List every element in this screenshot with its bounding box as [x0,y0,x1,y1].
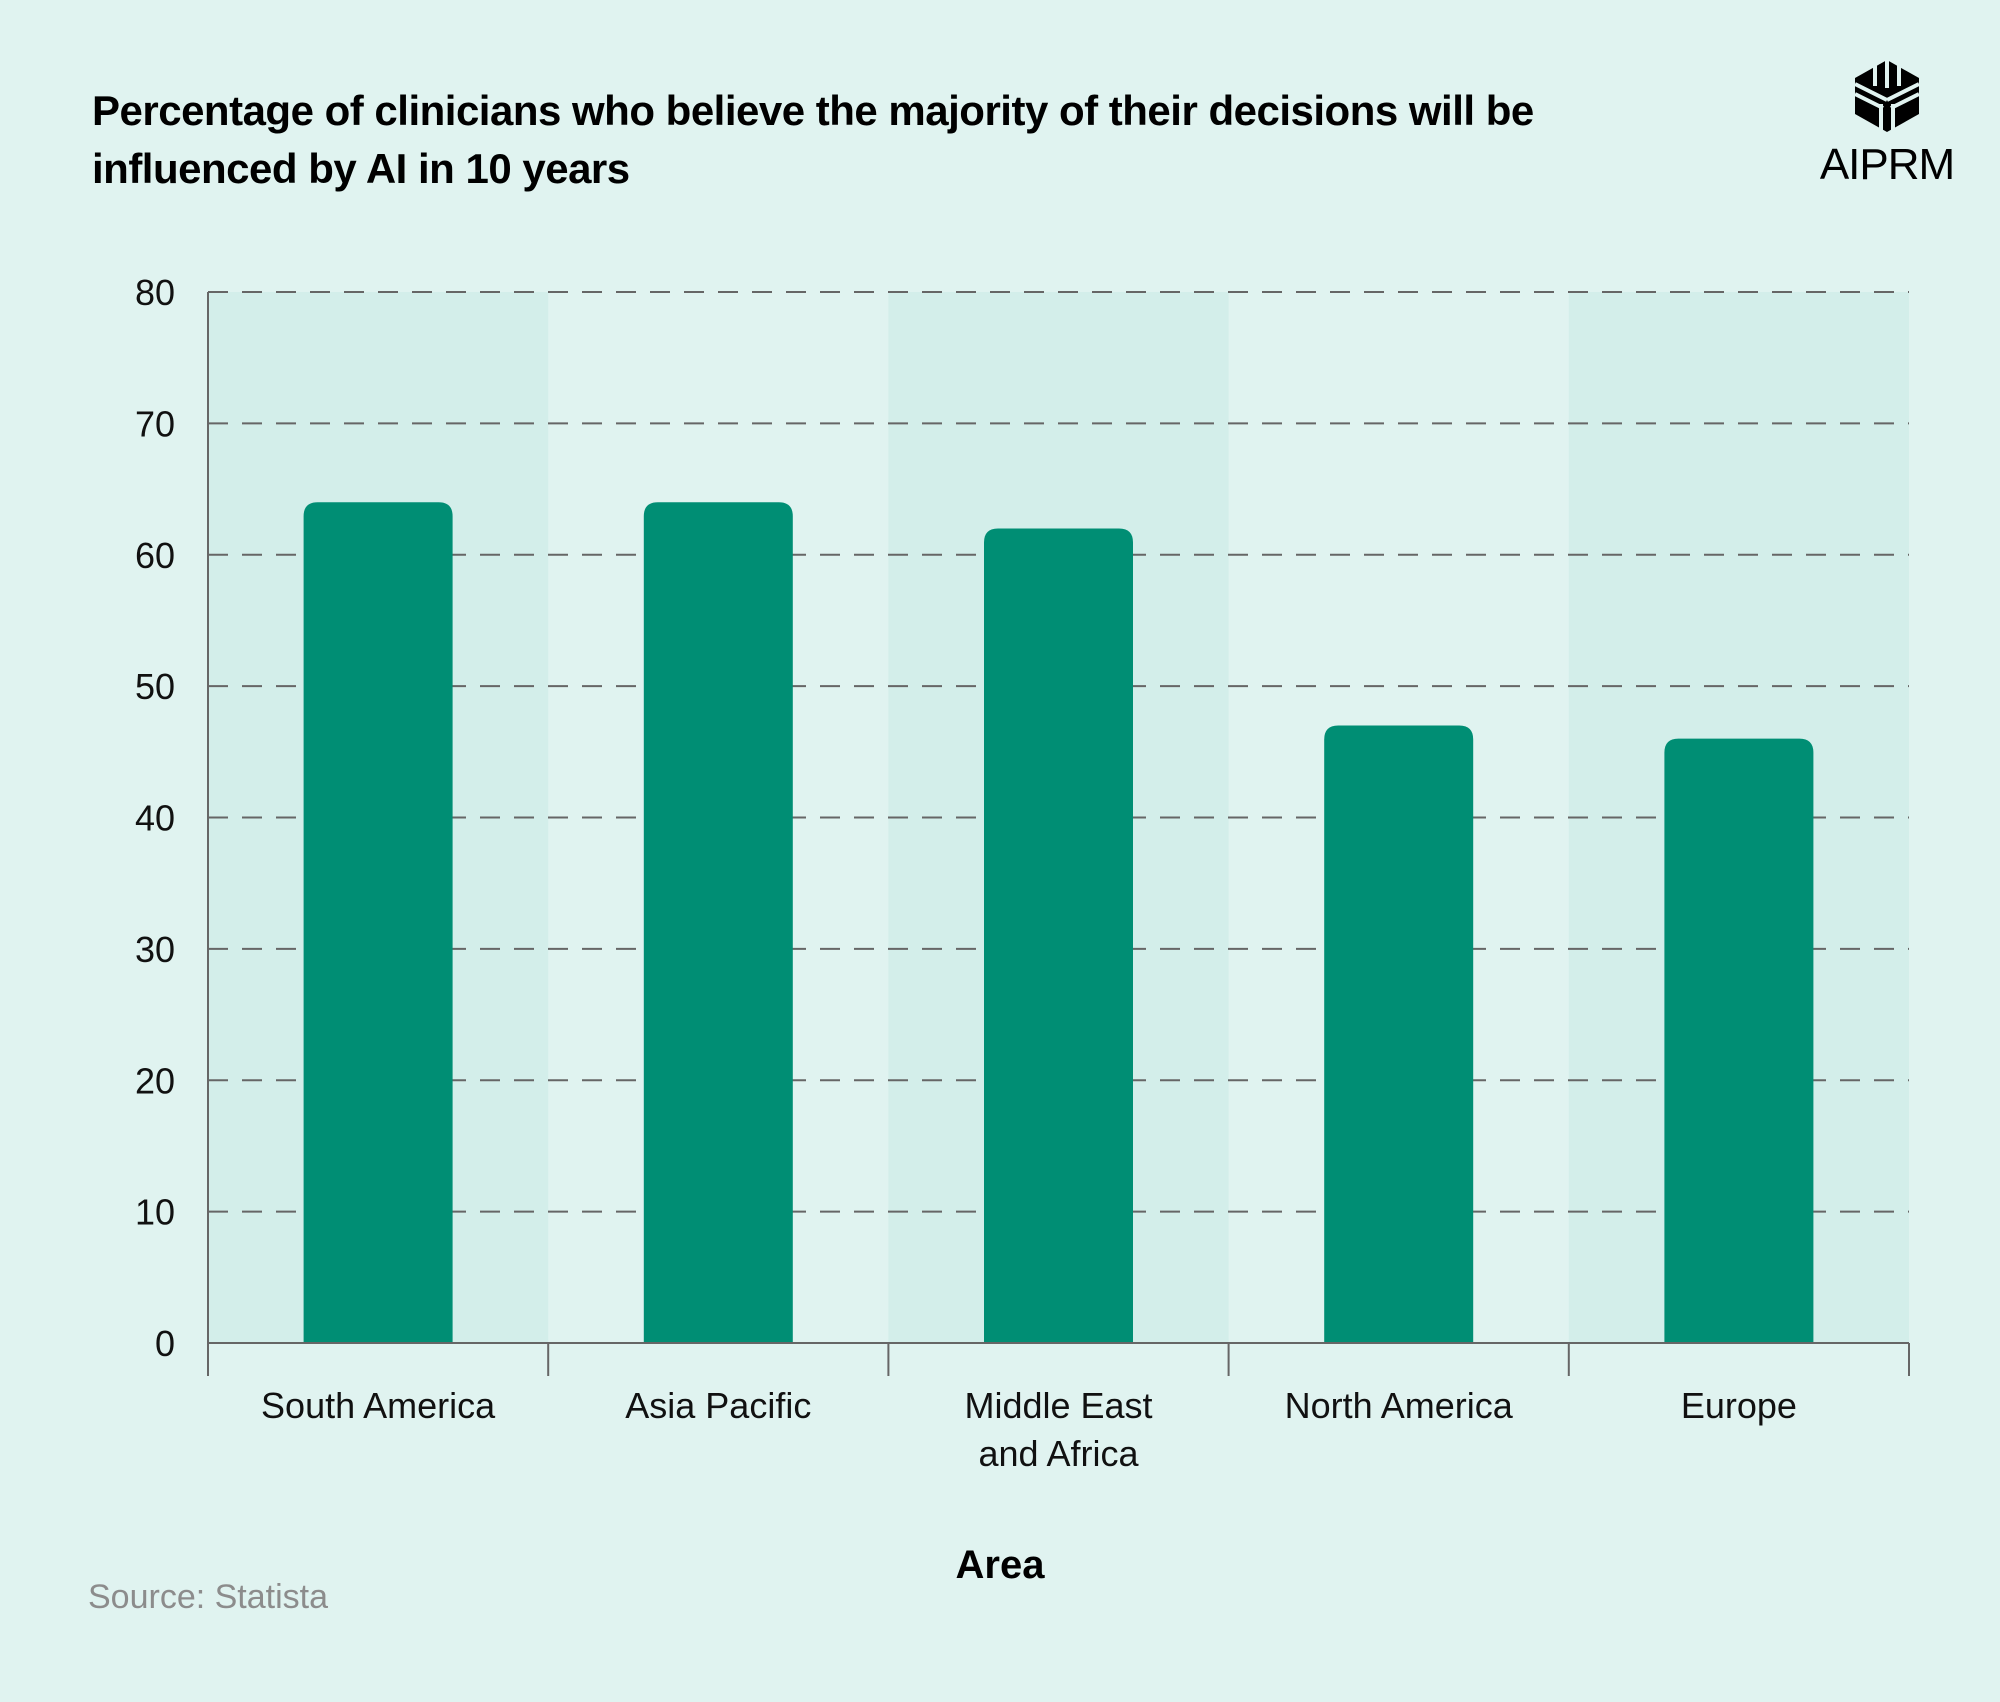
y-tick-label: 80 [135,272,175,313]
source-note: Source: Statista [88,1578,329,1616]
bar-north-america [1324,725,1474,1343]
x-tick-label: Asia Pacific [625,1385,811,1426]
y-tick-label: 0 [155,1323,175,1364]
x-tick-label: Europe [1681,1385,1797,1426]
y-tick-label: 40 [135,798,175,839]
y-tick-label: 50 [135,666,175,707]
y-tick-label: 10 [135,1192,175,1233]
chart-title: Percentage of clinicians who believe the… [92,87,1534,192]
bar-middle-east-and-africa [984,528,1133,1343]
x-tick-label: and Africa [978,1433,1139,1474]
aiprm-cube-icon [1854,60,1920,132]
logo-text: AIPRM [1819,140,1955,189]
x-axis-title: Area [956,1543,1046,1587]
x-tick-label: Middle East [964,1385,1152,1426]
x-tick-label: North America [1285,1385,1514,1426]
y-tick-label: 60 [135,535,175,576]
y-tick-label: 30 [135,929,175,970]
y-tick-label: 70 [135,403,175,444]
bar-europe [1664,738,1814,1343]
bar-asia-pacific [643,502,793,1343]
x-tick-label: South America [261,1385,496,1426]
aiprm-logo: AIPRM [1812,58,1962,190]
bar-south-america [303,502,453,1343]
y-tick-label: 20 [135,1060,175,1101]
